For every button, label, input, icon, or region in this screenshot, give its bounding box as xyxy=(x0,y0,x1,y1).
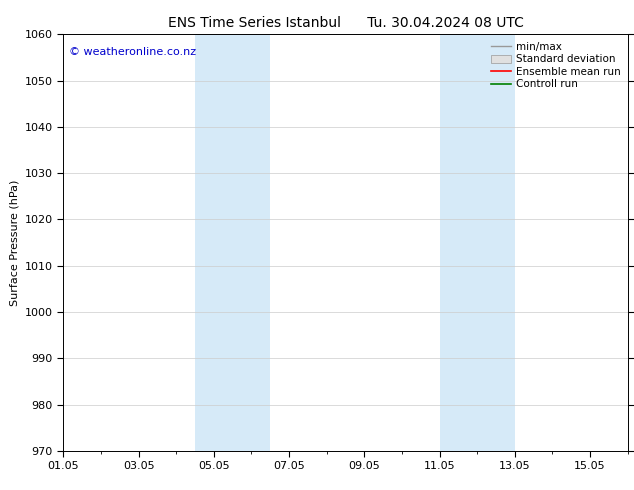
Title: ENS Time Series Istanbul      Tu. 30.04.2024 08 UTC: ENS Time Series Istanbul Tu. 30.04.2024 … xyxy=(167,16,524,30)
Bar xyxy=(439,34,515,451)
Legend: min/max, Standard deviation, Ensemble mean run, Controll run: min/max, Standard deviation, Ensemble me… xyxy=(489,40,623,92)
Y-axis label: Surface Pressure (hPa): Surface Pressure (hPa) xyxy=(10,179,19,306)
Text: © weatheronline.co.nz: © weatheronline.co.nz xyxy=(69,47,196,57)
Bar xyxy=(195,34,270,451)
